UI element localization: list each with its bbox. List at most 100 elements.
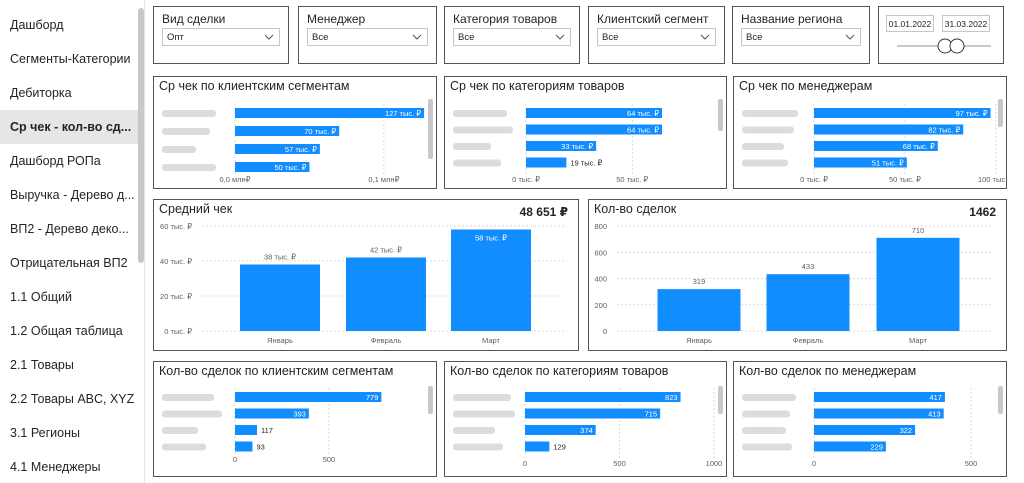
nav-item-dashboard[interactable]: Дашборд — [10, 18, 64, 32]
data-label: 374 — [580, 426, 593, 435]
bar — [814, 108, 991, 118]
chart-scrollbar[interactable] — [998, 99, 1003, 127]
bar — [525, 408, 661, 419]
date-range-slider[interactable] — [879, 35, 1004, 64]
manager-dropdown[interactable]: Все — [307, 28, 428, 46]
data-label: 433 — [802, 262, 815, 271]
deal-type-dropdown[interactable]: Опт — [162, 28, 280, 46]
dropdown-value: Все — [312, 31, 329, 43]
deals-by-manager-chart: Кол-во сделок по менеджерам 0 500 417 413 32… — [733, 361, 1007, 477]
redacted-category-label — [162, 146, 196, 153]
nav-item-receivables[interactable]: Дебиторка — [10, 86, 72, 100]
bar — [235, 392, 382, 402]
data-label: 393 — [293, 410, 306, 419]
y-tick-label: 60 тыс. ₽ — [160, 222, 192, 231]
bar — [526, 124, 662, 135]
client-segment-dropdown[interactable]: Все — [597, 28, 716, 46]
redacted-category-label — [453, 427, 495, 434]
date-end-input[interactable]: 31.03.2022 — [942, 15, 990, 32]
chart-title: Ср чек по категориям товаров — [450, 79, 625, 93]
data-label: 64 тыс. ₽ — [627, 126, 659, 135]
nav-item-regions[interactable]: 3.1 Регионы — [10, 426, 80, 440]
chevron-down-icon — [700, 34, 710, 40]
nav-item-segments-categories[interactable]: Сегменты-Категории — [10, 52, 131, 66]
x-tick-label: 0 — [812, 459, 816, 468]
redacted-category-label — [742, 443, 792, 451]
avg-check-by-segment-chart: Ср чек по клиентским сегментам 0,0 млн₽ 0… — [153, 76, 437, 189]
nav-item-general-table[interactable]: 1.2 Общая таблица — [10, 324, 123, 338]
bar — [346, 257, 426, 331]
data-label: 68 тыс. ₽ — [903, 142, 935, 151]
nav-item-revenue-tree[interactable]: Выручка - Дерево д... — [10, 188, 135, 202]
chart-scrollbar[interactable] — [718, 99, 723, 131]
region-dropdown[interactable]: Все — [741, 28, 861, 46]
y-tick-label: 0 — [603, 327, 607, 336]
redacted-category-label — [453, 443, 503, 451]
data-label: 322 — [900, 426, 913, 435]
redacted-category-label — [453, 159, 501, 167]
slicer-manager: Менеджер Все — [298, 6, 437, 64]
data-label: 33 тыс. ₽ — [561, 142, 593, 151]
chart-scrollbar[interactable] — [428, 99, 433, 159]
avg-check-by-month-chart: Средний чек 48 651 ₽ 0 тыс. ₽ 20 тыс. ₽ 40… — [153, 199, 579, 351]
chevron-down-icon — [264, 34, 274, 40]
x-tick-label: 0 — [233, 455, 237, 464]
redacted-category-label — [453, 110, 507, 117]
y-tick-label: 40 тыс. ₽ — [160, 257, 192, 266]
bar — [526, 108, 662, 118]
x-tick-label: Март — [909, 336, 928, 345]
chevron-down-icon — [555, 34, 565, 40]
slicer-client-segment: Клиентский сегмент Все — [588, 6, 725, 64]
avg-check-by-manager-chart: Ср чек по менеджерам 0 тыс. ₽ 50 тыс. ₽ 10… — [733, 76, 1007, 189]
bar — [451, 229, 531, 331]
product-category-dropdown[interactable]: Все — [453, 28, 571, 46]
chart-canvas: 0 тыс. ₽ 50 тыс. ₽ 64 тыс. ₽ 64 тыс. ₽ 33 ты… — [453, 104, 662, 184]
x-tick-label: 1000 — [706, 459, 723, 468]
bar — [814, 392, 945, 402]
chart-canvas: 0 500 1000 823 715 374 129 — [453, 388, 723, 468]
chart-scrollbar[interactable] — [718, 386, 723, 414]
chart-scrollbar[interactable] — [428, 386, 433, 414]
bar — [235, 425, 257, 435]
sidebar-scrollbar[interactable] — [138, 8, 144, 263]
nav-item-general[interactable]: 1.1 Общий — [10, 290, 72, 304]
deal-count-by-month-chart: Кол-во сделок 1462 0 200 400 600 800 319 Январ… — [588, 199, 1007, 351]
data-label: 58 тыс. ₽ — [475, 234, 507, 243]
chart-canvas: 0 тыс. ₽ 20 тыс. ₽ 40 тыс. ₽ 60 тыс. ₽ 38 ты… — [160, 222, 564, 345]
deals-by-segment-chart: Кол-во сделок по клиентским сегментам 0 5… — [153, 361, 437, 477]
redacted-category-label — [453, 410, 515, 418]
bar — [235, 408, 309, 419]
chart-canvas: 0,0 млн₽ 0,1 млн₽ 127 тыс. ₽ 70 тыс. ₽ 57 ты… — [162, 104, 425, 184]
nav-item-managers[interactable]: 4.1 Менеджеры — [10, 460, 101, 474]
x-tick-label: 500 — [323, 455, 336, 464]
deal-count-kpi: 1462 — [969, 205, 996, 219]
slicer-title: Клиентский сегмент — [597, 12, 709, 26]
redacted-category-label — [162, 410, 222, 418]
redacted-category-label — [453, 143, 491, 150]
bar — [814, 141, 938, 151]
data-label: 319 — [693, 277, 706, 286]
data-label: 117 — [261, 426, 273, 435]
x-tick-label: 0 — [523, 459, 527, 468]
bar — [814, 157, 907, 168]
chart-title: Средний чек — [159, 202, 233, 216]
nav-item-rop-dashboard[interactable]: Дашборд РОПа — [10, 154, 101, 168]
nav-item-negative-vp2[interactable]: Отрицательная ВП2 — [10, 256, 128, 270]
x-tick-label: 500 — [613, 459, 626, 468]
avg-check-by-category-chart: Ср чек по категориям товаров 0 тыс. ₽ 50 … — [444, 76, 727, 189]
nav-item-products-abc-xyz[interactable]: 2.2 Товары ABC, XYZ — [10, 392, 135, 406]
nav-item-avg-check-deals[interactable]: Ср чек - кол-во сд... — [0, 110, 138, 144]
x-tick-label: 0 тыс. ₽ — [800, 175, 828, 184]
chart-scrollbar[interactable] — [998, 386, 1003, 414]
redacted-category-label — [162, 394, 214, 401]
slicer-title: Категория товаров — [453, 12, 558, 26]
nav-item-products[interactable]: 2.1 Товары — [10, 358, 74, 372]
y-tick-label: 600 — [594, 248, 607, 257]
data-label: 38 тыс. ₽ — [264, 253, 296, 262]
nav-item-vp2-tree[interactable]: ВП2 - Дерево деко... — [10, 222, 129, 236]
bar — [814, 408, 944, 419]
date-start-input[interactable]: 01.01.2022 — [886, 15, 934, 32]
redacted-category-label — [162, 164, 216, 171]
slider-handle-end[interactable] — [949, 38, 965, 54]
bar — [876, 237, 960, 331]
